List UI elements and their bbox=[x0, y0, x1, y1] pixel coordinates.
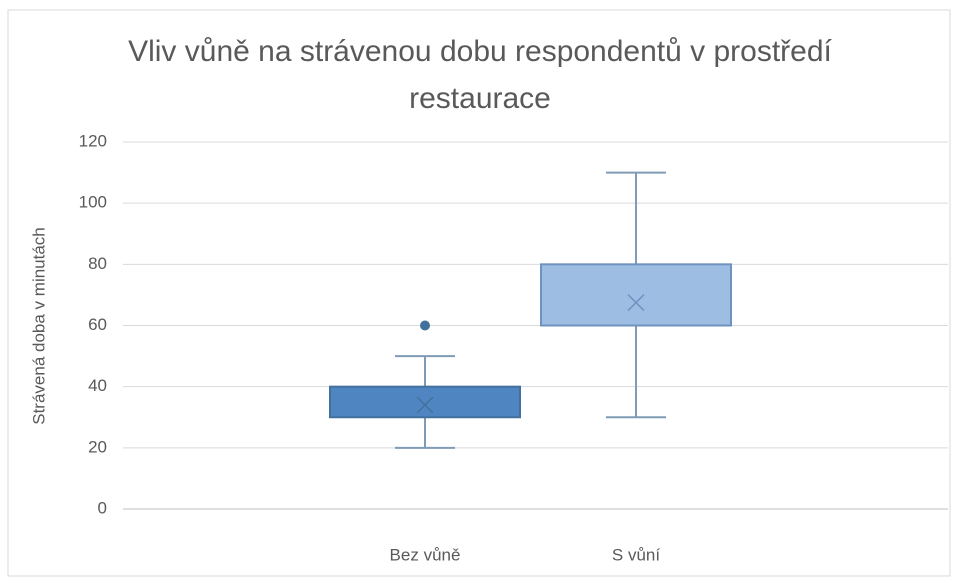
y-tick-label: 100 bbox=[79, 193, 107, 212]
y-tick-label: 40 bbox=[88, 376, 107, 395]
x-tick-label: Bez vůně bbox=[390, 545, 461, 564]
x-tick-label: S vůní bbox=[612, 545, 660, 564]
outlier bbox=[420, 320, 430, 331]
y-tick-label: 0 bbox=[98, 498, 107, 517]
box bbox=[540, 263, 732, 327]
box bbox=[329, 385, 521, 419]
mean-marker bbox=[416, 396, 434, 414]
y-tick-label: 20 bbox=[88, 437, 107, 456]
chart-border bbox=[7, 9, 951, 577]
chart-title: Vliv vůně na strávenou dobu respondentů … bbox=[128, 35, 832, 115]
y-tick-label: 60 bbox=[88, 315, 107, 334]
y-tick-label: 120 bbox=[79, 131, 107, 150]
y-tick-label: 80 bbox=[88, 254, 107, 273]
y-axis-label: Strávená doba v minutách bbox=[29, 227, 48, 425]
mean-marker bbox=[627, 294, 645, 312]
